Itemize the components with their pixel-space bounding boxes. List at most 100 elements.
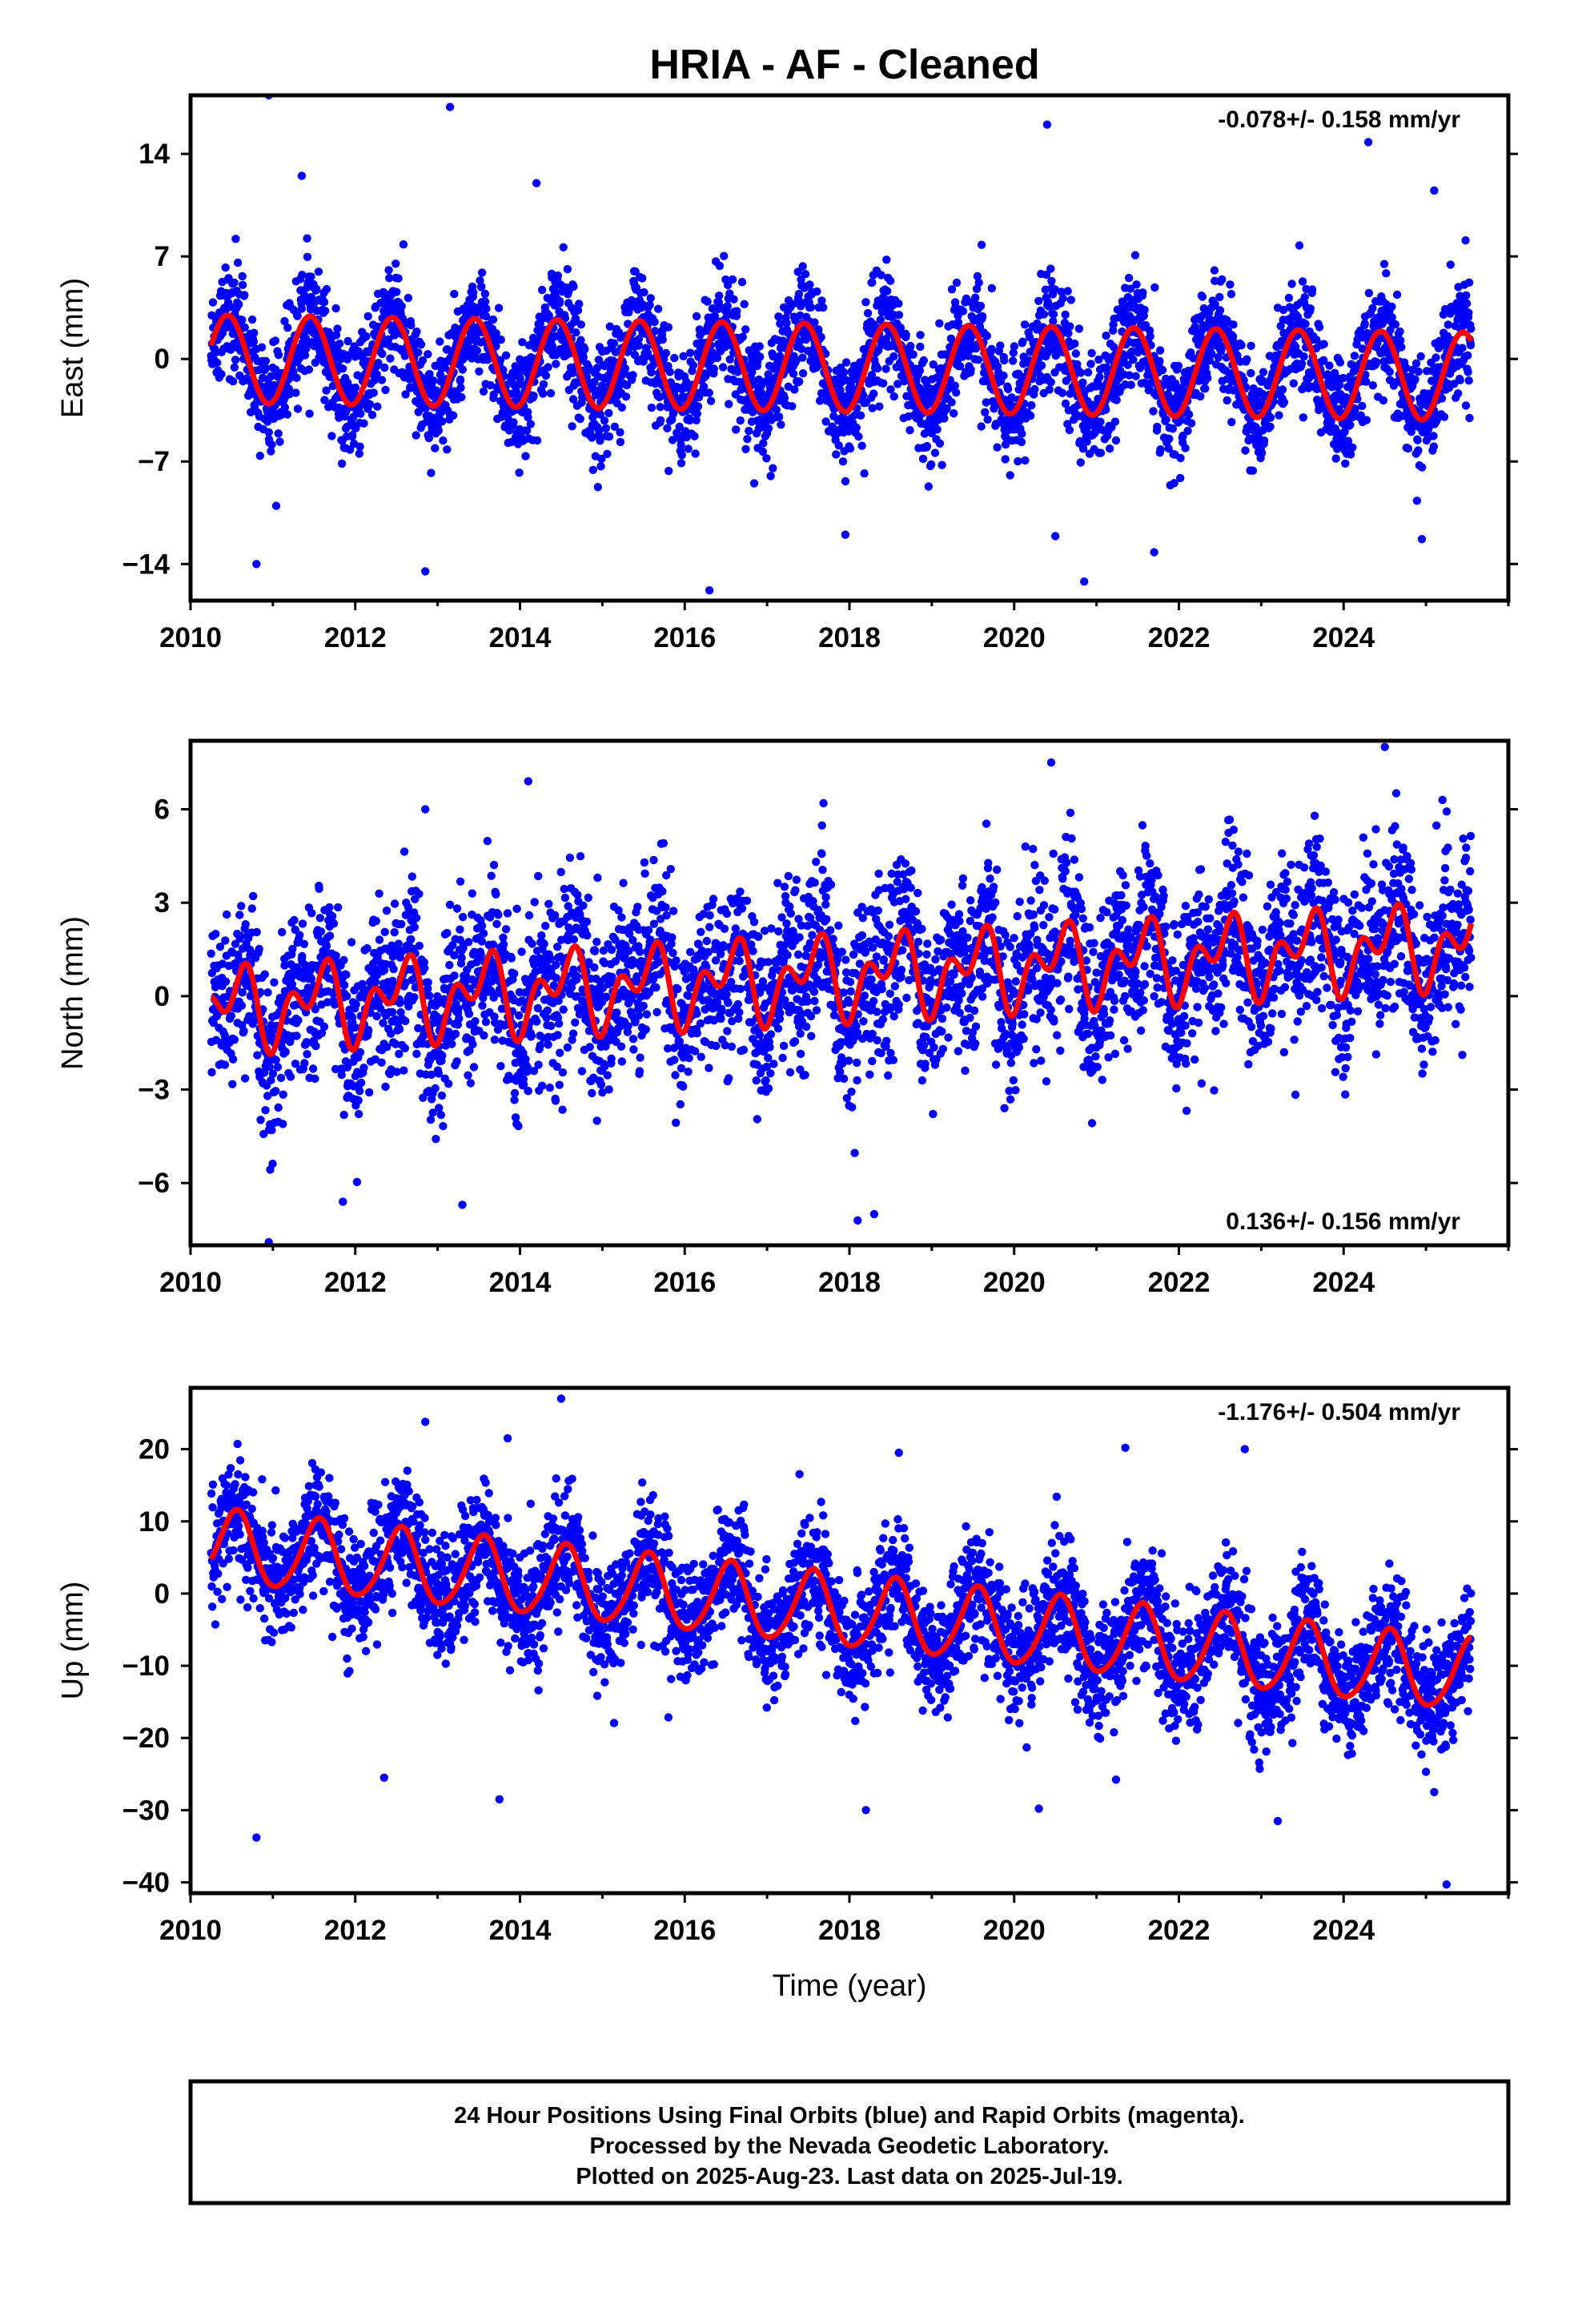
data-point xyxy=(299,939,309,949)
data-point xyxy=(437,1091,447,1100)
data-point xyxy=(854,432,863,441)
data-point xyxy=(239,1027,248,1035)
data-point xyxy=(1018,429,1026,438)
data-point xyxy=(713,353,722,363)
data-point xyxy=(638,274,647,283)
data-point xyxy=(438,1051,447,1060)
data-point xyxy=(1129,356,1138,364)
data-point xyxy=(1201,384,1210,393)
data-point xyxy=(511,362,520,371)
data-point xyxy=(331,331,341,340)
data-point xyxy=(1198,292,1207,301)
data-point xyxy=(838,457,848,466)
data-point xyxy=(1111,436,1121,445)
data-point xyxy=(758,447,768,456)
data-point xyxy=(1411,359,1421,368)
data-point xyxy=(381,1082,390,1092)
data-point xyxy=(1046,378,1055,387)
data-point xyxy=(1387,302,1396,312)
data-point xyxy=(456,384,465,392)
data-point xyxy=(329,919,339,928)
data-point xyxy=(455,1014,464,1023)
data-point xyxy=(247,315,257,324)
data-point xyxy=(238,316,247,324)
data-point xyxy=(1364,288,1374,298)
data-point xyxy=(325,931,335,940)
data-point xyxy=(353,371,362,380)
data-point xyxy=(1413,436,1422,444)
data-point xyxy=(856,411,865,420)
data-point xyxy=(1437,394,1447,403)
data-point xyxy=(1070,340,1079,348)
data-point xyxy=(1215,306,1225,315)
data-point xyxy=(1275,411,1283,420)
data-point xyxy=(354,1096,363,1105)
data-point xyxy=(993,443,1002,452)
data-point xyxy=(351,383,360,392)
data-point xyxy=(1259,436,1269,445)
data-point xyxy=(208,298,218,307)
data-point xyxy=(1010,342,1019,351)
data-point xyxy=(278,927,287,937)
data-point xyxy=(1149,407,1158,416)
data-point xyxy=(1168,424,1178,433)
data-point xyxy=(356,409,365,418)
data-point xyxy=(1429,432,1438,440)
data-point xyxy=(293,404,303,413)
data-point xyxy=(818,303,828,312)
data-point xyxy=(955,362,965,371)
data-point xyxy=(496,1062,505,1071)
data-point xyxy=(1017,437,1026,447)
data-point xyxy=(983,415,992,424)
data-point xyxy=(867,371,877,380)
data-point xyxy=(424,350,432,359)
data-point xyxy=(720,251,729,260)
data-point xyxy=(233,258,243,267)
data-point xyxy=(438,417,447,426)
data-point xyxy=(263,988,272,997)
data-point xyxy=(425,991,434,1000)
data-point xyxy=(916,331,925,340)
data-point xyxy=(693,409,701,418)
data-point xyxy=(1315,323,1324,332)
data-point xyxy=(439,1122,448,1131)
data-point xyxy=(303,234,311,243)
data-point xyxy=(1083,368,1093,377)
data-point xyxy=(762,454,771,463)
data-point xyxy=(1009,348,1018,357)
data-point xyxy=(749,479,759,488)
outlier-point xyxy=(297,171,307,180)
data-point xyxy=(1284,293,1294,303)
data-point xyxy=(492,919,501,929)
data-point xyxy=(375,935,384,944)
data-point xyxy=(346,445,355,454)
data-point xyxy=(477,282,486,292)
data-point xyxy=(1196,392,1205,401)
data-point xyxy=(609,339,619,348)
data-point xyxy=(1001,440,1010,449)
data-point xyxy=(1003,384,1013,393)
data-point xyxy=(1346,450,1355,459)
data-point xyxy=(431,444,440,452)
y-tick-label: 0 xyxy=(155,344,170,375)
data-point xyxy=(279,1120,287,1128)
data-point xyxy=(1215,292,1224,302)
data-point xyxy=(464,938,473,947)
data-point xyxy=(392,287,401,296)
data-point xyxy=(1174,361,1183,371)
data-point xyxy=(792,356,801,365)
data-point xyxy=(369,388,378,397)
data-point xyxy=(1007,393,1016,402)
data-point xyxy=(348,431,357,440)
data-point xyxy=(1257,448,1267,457)
data-point xyxy=(1210,266,1219,275)
data-point xyxy=(1075,436,1085,446)
data-point xyxy=(982,332,992,340)
data-point xyxy=(267,447,275,456)
data-point xyxy=(1458,344,1467,352)
data-point xyxy=(1049,317,1058,326)
data-point xyxy=(738,332,747,341)
data-point xyxy=(938,460,946,469)
data-point xyxy=(580,345,589,354)
